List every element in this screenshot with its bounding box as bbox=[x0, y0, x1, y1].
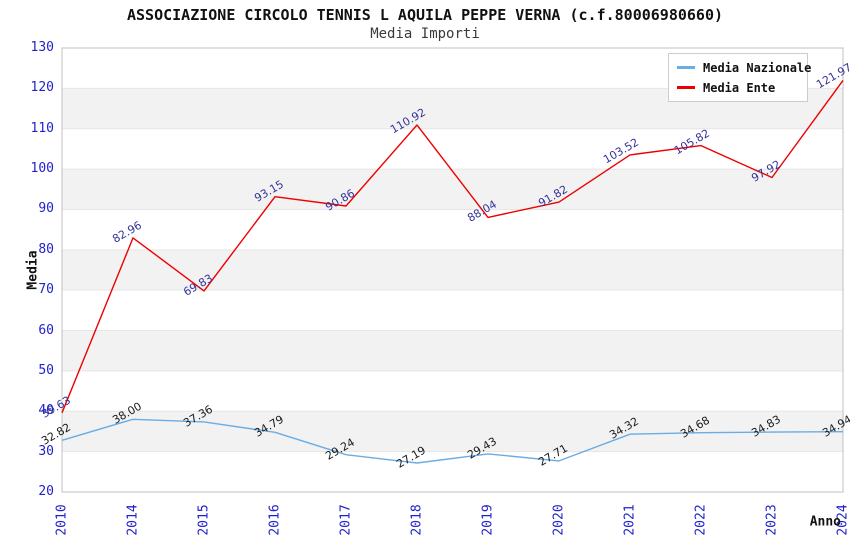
plot-band bbox=[62, 169, 843, 210]
x-tick-label: 2021 bbox=[622, 504, 638, 536]
media-nazionale-line-swatch bbox=[677, 66, 695, 69]
y-tick-label: 60 bbox=[38, 322, 54, 338]
chart-subtitle: Media Importi bbox=[370, 26, 480, 42]
x-tick-label: 2017 bbox=[338, 504, 354, 536]
y-tick-label: 110 bbox=[30, 120, 54, 136]
chart-title: ASSOCIAZIONE CIRCOLO TENNIS L AQUILA PEP… bbox=[126, 6, 724, 24]
x-tick-label: 2010 bbox=[54, 504, 70, 536]
legend-label: Media Ente bbox=[703, 80, 776, 95]
y-axis-title: Media bbox=[25, 250, 41, 290]
plot-border bbox=[61, 47, 844, 493]
x-tick-label: 2018 bbox=[409, 504, 425, 536]
x-tick-label: 2016 bbox=[267, 504, 283, 536]
y-tick-label: 50 bbox=[38, 362, 54, 378]
y-tick-label: 40 bbox=[38, 403, 54, 419]
y-tick-label: 70 bbox=[38, 282, 54, 298]
x-axis-title: Anno bbox=[809, 514, 841, 530]
series-line-media-nazionale bbox=[61, 418, 844, 464]
legend-item-media-nazionale: Media Nazionale bbox=[677, 61, 811, 75]
x-tick-label: 2019 bbox=[480, 504, 496, 536]
x-tick-label: 2023 bbox=[764, 504, 780, 536]
media-ente-line-swatch bbox=[677, 86, 695, 89]
plot-band bbox=[62, 330, 843, 371]
series-line-media-ente bbox=[61, 79, 844, 414]
legend-label: Media Nazionale bbox=[703, 60, 812, 75]
y-tick-label: 80 bbox=[38, 241, 54, 257]
x-tick-label: 2015 bbox=[196, 504, 212, 536]
plot-band bbox=[62, 411, 843, 452]
x-tick-label: 2014 bbox=[125, 504, 141, 536]
y-tick-label: 20 bbox=[38, 484, 54, 499]
y-tick-label: 90 bbox=[38, 201, 54, 217]
x-tick-label: 2020 bbox=[551, 504, 567, 536]
legend-item-media-ente: Media Ente bbox=[677, 81, 799, 95]
legend: Media Nazionale Media Ente bbox=[668, 53, 811, 102]
plot-band bbox=[62, 249, 843, 291]
x-tick-label: 2022 bbox=[693, 504, 709, 536]
y-tick-label: 100 bbox=[30, 161, 54, 177]
y-tick-label: 30 bbox=[38, 443, 54, 459]
y-tick-label: 130 bbox=[30, 40, 54, 55]
y-tick-label: 120 bbox=[30, 80, 54, 96]
